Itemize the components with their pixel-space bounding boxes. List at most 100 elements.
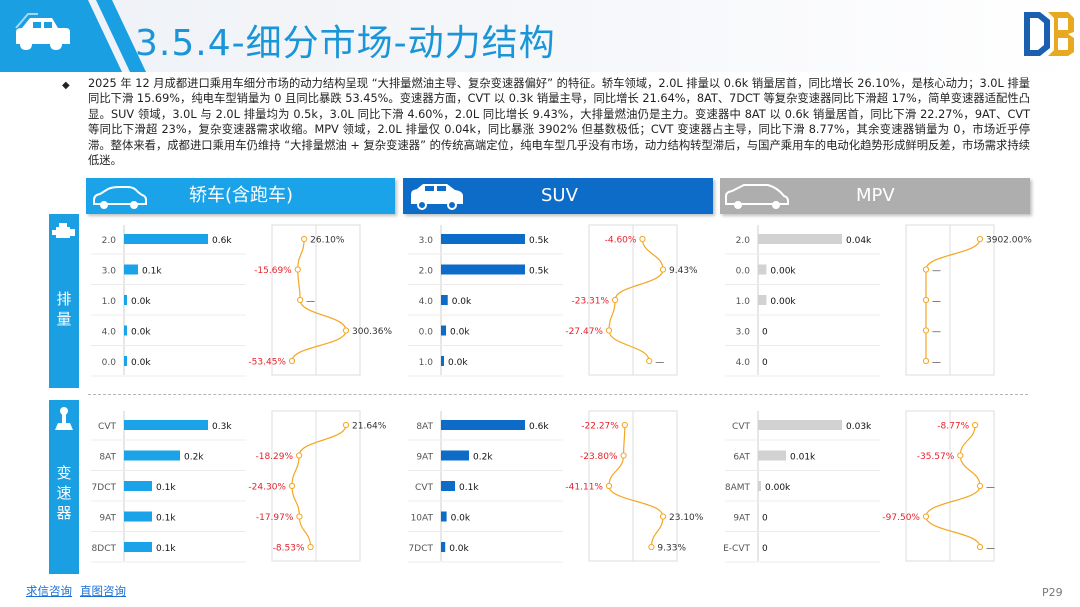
mpv-transmission-yoy-label: — — [986, 483, 995, 493]
suv-transmission-bar — [441, 542, 446, 552]
sedan-transmission-value-label: 0.1k — [156, 483, 176, 493]
suv-section-title: SUV — [541, 185, 578, 206]
sedan-displacement-yoy-label: -15.69% — [254, 266, 292, 276]
sedan-displacement-yoy-point — [288, 357, 296, 365]
suv-transmission-value-label: 0.0k — [451, 514, 471, 524]
mpv-transmission-yoy-label: — — [986, 544, 995, 554]
sedan-transmission-bar — [124, 511, 152, 522]
suv-transmission-category-label: 10AT — [411, 514, 434, 524]
suv-transmission-yoy-label: -23.80% — [580, 452, 618, 462]
sedan-displacement-category-label: 4.0 — [102, 328, 117, 338]
suv-displacement-bar — [441, 356, 444, 366]
mpv-transmission-category-label: 6AT — [733, 453, 750, 463]
suv-displacement-value-label: 0.0k — [452, 297, 472, 307]
sedan-transmission-yoy-label: 21.64% — [352, 422, 387, 432]
sedan-displacement-yoy-label: -53.45% — [248, 358, 286, 368]
mpv-transmission-yoy-label: -8.77% — [937, 422, 969, 432]
suv-car-icon — [411, 184, 463, 210]
suv-displacement-category-label: 4.0 — [419, 297, 434, 307]
mpv-displacement-value-label: 0.00k — [770, 297, 796, 307]
suv-section-header: SUV — [403, 178, 713, 214]
mpv-displacement-category-label: 4.0 — [736, 358, 751, 368]
suv-displacement-bar — [441, 325, 447, 336]
sedan-displacement-bar — [124, 264, 138, 275]
suv-displacement-value-label: 0.5k — [529, 236, 549, 246]
sedan-displacement-yoy-point — [297, 296, 304, 304]
mpv-displacement-bar — [758, 264, 767, 275]
car-icon — [15, 13, 70, 50]
sedan-transmission-yoy-label: -17.97% — [256, 513, 294, 523]
sedan-car-icon — [93, 186, 147, 209]
sedan-transmission-value-label: 0.2k — [184, 453, 204, 463]
mpv-transmission-category-label: 9AT — [733, 514, 750, 524]
suv-transmission-yoy-point — [648, 543, 655, 551]
sedan-transmission-yoy-label: -8.53% — [273, 544, 305, 554]
footer-links: 求信咨询 直图咨询 — [26, 583, 134, 599]
mpv-displacement-category-label: 1.0 — [736, 297, 751, 307]
sedan-transmission-category-label: 9AT — [99, 514, 116, 524]
sedan-transmission-bar — [124, 481, 152, 491]
footer-link-2[interactable]: 直图咨询 — [80, 584, 126, 598]
sedan-transmission-category-label: 7DCT — [92, 483, 117, 493]
sedan-transmission-value-label: 0.1k — [156, 514, 176, 524]
sedan-transmission-yoy-point — [295, 452, 303, 459]
suv-displacement-category-label: 1.0 — [419, 358, 434, 368]
intro-bullet: ◆ — [62, 80, 70, 91]
suv-transmission-yoy-point — [605, 482, 613, 490]
sedan-displacement-yoy-label: 300.36% — [352, 327, 392, 337]
engine-icon — [52, 223, 75, 238]
mpv-transmission-bar — [758, 450, 786, 461]
mpv-section-title: MPV — [856, 185, 895, 206]
suv-displacement-yoy-point — [646, 357, 653, 365]
company-logo — [1024, 12, 1074, 56]
mpv-transmission-bar — [758, 481, 761, 491]
suv-displacement-yoy-point — [611, 296, 619, 304]
mpv-displacement-value-label: 0 — [762, 358, 768, 368]
sedan-transmission-yoy-point — [307, 543, 314, 551]
mpv-transmission-value-label: 0 — [762, 514, 768, 524]
transmission-label-char-1: 变 — [56, 464, 72, 482]
sedan-transmission-yoy-label: -18.29% — [255, 452, 293, 462]
intro-paragraph: 2025 年 12 月成都进口乘用车细分市场的动力结构呈现 “大排量燃油主导、复… — [88, 77, 1030, 168]
mpv-displacement-yoy-label: — — [932, 358, 941, 368]
suv-displacement-yoy-label: 9.43% — [669, 266, 698, 276]
mpv-displacement-yoy-label: — — [932, 327, 941, 337]
sedan-displacement-value-label: 0.0k — [131, 358, 151, 368]
sedan-section-header: 轿车(含跑车) — [86, 178, 395, 214]
mpv-section-header: MPV — [720, 178, 1030, 214]
displacement-row-label: 排 量 — [49, 214, 79, 388]
transmission-label-char-3: 器 — [56, 504, 72, 522]
suv-displacement-yoy-label: — — [655, 358, 664, 368]
footer-link-1[interactable]: 求信咨询 — [26, 584, 72, 598]
mpv-transmission-yoy-point — [976, 482, 984, 490]
suv-transmission-category-label: 7DCT — [409, 544, 434, 554]
mpv-transmission-yoy-point — [972, 421, 979, 429]
suv-displacement-bar — [441, 234, 525, 244]
sedan-transmission-category-label: 8AT — [99, 453, 116, 463]
sedan-transmission-bar — [124, 542, 152, 552]
sedan-displacement-yoy-label: 26.10% — [310, 236, 345, 246]
sedan-displacement-yoy-point — [294, 266, 301, 273]
mpv-displacement-category-label: 0.0 — [736, 267, 751, 277]
mpv-displacement-bar — [758, 295, 767, 305]
sedan-transmission-value-label: 0.3k — [212, 422, 232, 432]
sedan-transmission-bar — [124, 450, 180, 461]
sedan-displacement-value-label: 0.6k — [212, 236, 232, 246]
suv-displacement-bar — [441, 295, 448, 305]
mpv-transmission-category-label: E-CVT — [723, 544, 750, 554]
section-divider — [88, 394, 1028, 395]
suv-transmission-bar — [441, 420, 525, 430]
mpv-displacement-yoy-label: — — [932, 297, 941, 307]
sedan-displacement-bar — [124, 295, 127, 305]
mpv-transmission-yoy-label: -35.57% — [917, 452, 955, 462]
mpv-transmission-yoy-line — [925, 424, 981, 548]
sedan-displacement-value-label: 0.0k — [131, 328, 151, 338]
page-title: 3.5.4-细分市场-动力结构 — [135, 23, 556, 64]
mpv-displacement-yoy-point — [922, 357, 930, 365]
mpv-displacement-yoy-point — [976, 235, 984, 243]
sedan-transmission-yoy-label: -24.30% — [248, 483, 286, 493]
gear-shift-icon — [55, 407, 73, 430]
sedan-displacement-bar — [124, 356, 127, 366]
sedan-displacement-yoy-point — [301, 235, 308, 243]
suv-transmission-yoy-point — [620, 452, 627, 459]
